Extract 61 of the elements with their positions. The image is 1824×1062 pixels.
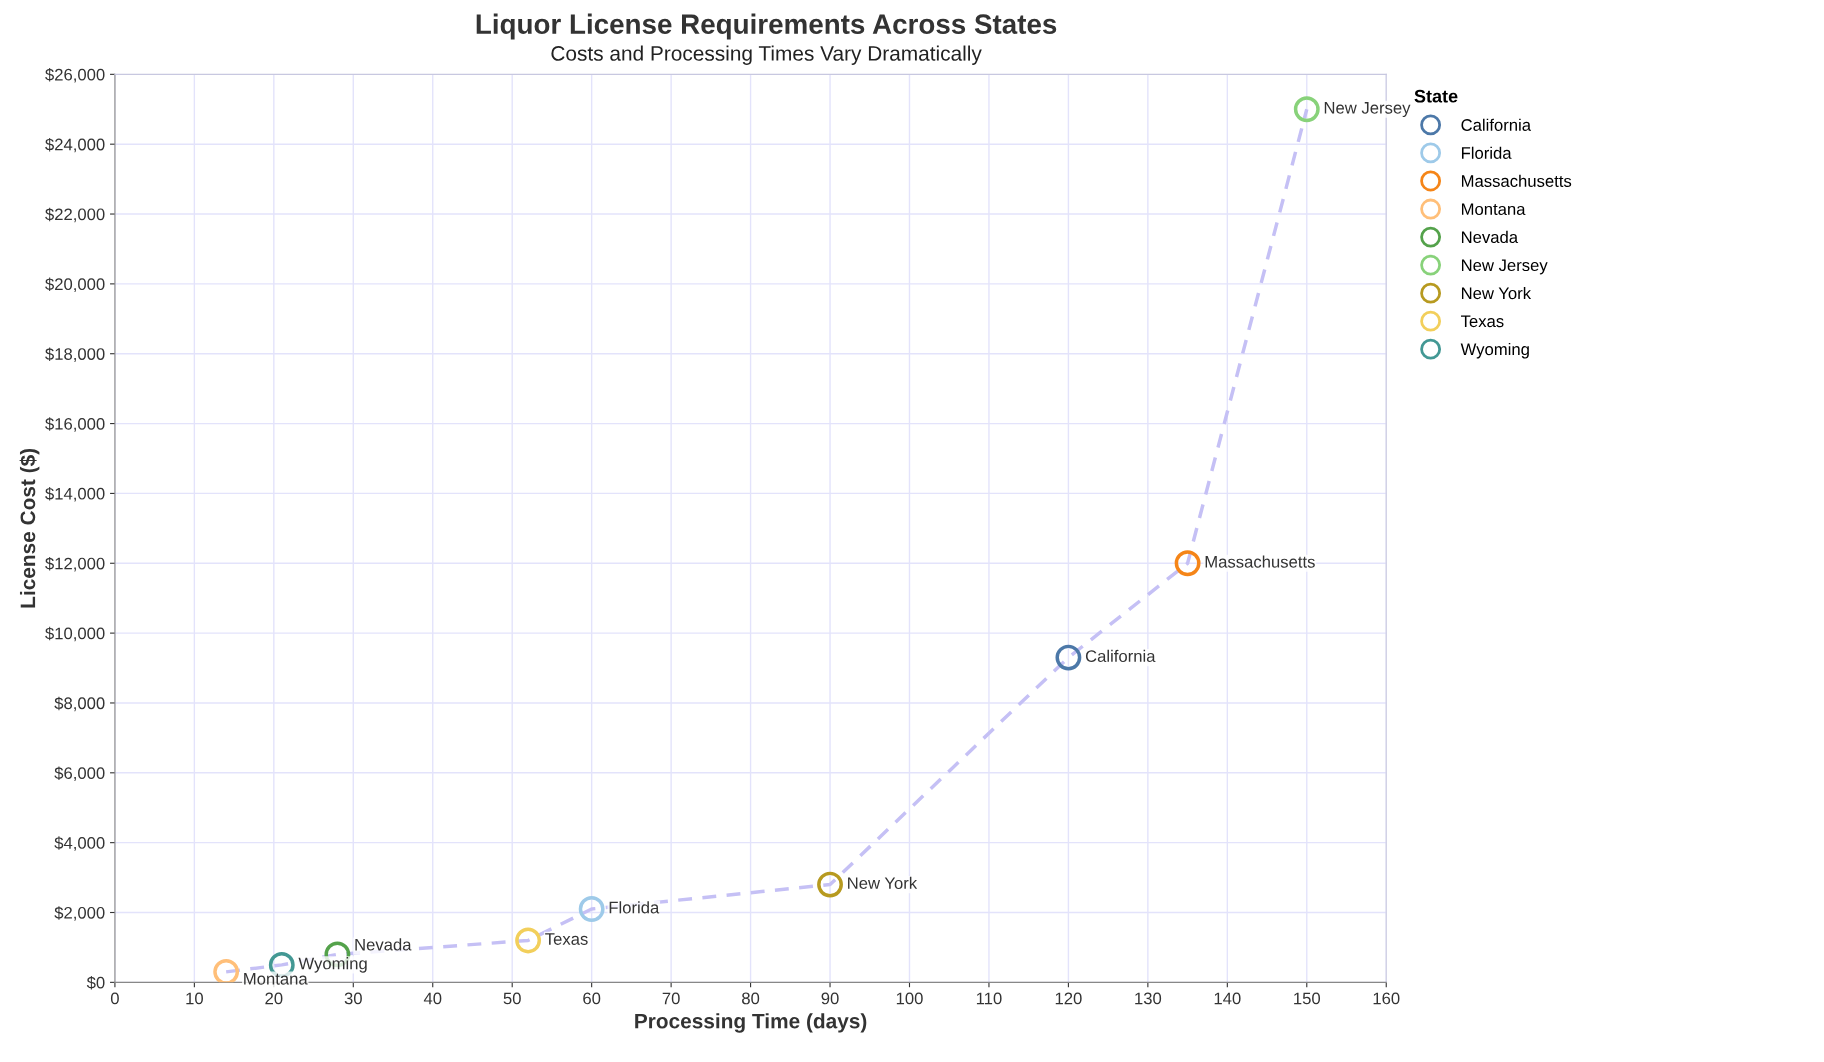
y-tick-label: $16,000 — [45, 417, 105, 432]
legend-label: California — [1461, 118, 1532, 131]
x-tick-label: 150 — [1294, 992, 1321, 1005]
y-tick-label: $26,000 — [45, 68, 105, 83]
text: New York — [848, 876, 918, 890]
legend-label: New York — [1461, 286, 1532, 300]
x-tick-label: 60 — [583, 992, 601, 1005]
y-tick-label: $12,000 — [45, 556, 105, 572]
text: New Jersey — [1324, 102, 1411, 118]
legend-label: Massachusetts — [1461, 174, 1572, 187]
point — [515, 927, 542, 954]
x-tick-label: 30 — [344, 992, 362, 1005]
y-tick-label: $10,000 — [45, 626, 105, 642]
text: Nevada — [355, 938, 412, 951]
text: Wyoming — [298, 957, 367, 973]
y-axis-title: License Cost ($) — [19, 448, 40, 608]
y-tick-label: $6,000 — [54, 766, 105, 781]
y-tick-label: $14,000 — [45, 487, 105, 502]
x-tick-label: 120 — [1055, 992, 1082, 1005]
x-tick-label: 140 — [1214, 992, 1241, 1005]
legend-label: Nevada — [1461, 230, 1519, 244]
x-tick-label: 50 — [503, 992, 521, 1005]
x-tick-label: 160 — [1373, 992, 1400, 1005]
chart-title: Liquor License Requirements Across States — [476, 13, 1057, 40]
x-tick-label: 130 — [1135, 992, 1162, 1005]
point — [578, 896, 605, 922]
y-tick-label: $18,000 — [45, 347, 105, 362]
x-tick-label: 70 — [662, 992, 680, 1005]
y-tick-label: $4,000 — [54, 836, 105, 851]
y-tick-label: $8,000 — [54, 696, 105, 712]
text: California — [1085, 649, 1156, 663]
x-tick-label: 80 — [742, 992, 760, 1005]
y-tick-label: $2,000 — [54, 906, 105, 921]
chart-subtitle: Costs and Processing Times Vary Dramatically — [551, 45, 982, 65]
legend-label: New Jersey — [1461, 259, 1548, 275]
x-tick-label: 40 — [423, 992, 442, 1005]
point — [1174, 550, 1201, 577]
text: Montana — [244, 973, 308, 985]
point — [213, 958, 240, 983]
legend-title: State — [1414, 89, 1458, 103]
point — [817, 871, 843, 898]
x-tick-label: 0 — [110, 992, 119, 1005]
text: Massachusetts — [1205, 555, 1315, 568]
y-tick-label: $22,000 — [45, 207, 105, 223]
x-tick-label: 110 — [976, 992, 1002, 1005]
text: Florida — [609, 901, 660, 914]
legend-label: Florida — [1461, 146, 1512, 159]
x-tick-label: 20 — [265, 992, 283, 1005]
y-tick-label: $24,000 — [45, 137, 105, 153]
legend-label: Montana — [1461, 203, 1526, 216]
point — [1055, 644, 1082, 671]
legend-label: Wyoming — [1460, 342, 1529, 359]
y-tick-label: $0 — [86, 976, 105, 990]
legend-label: Texas — [1460, 315, 1504, 328]
x-tick-label: 100 — [896, 992, 923, 1005]
y-tick-label: $20,000 — [45, 277, 105, 293]
x-tick-label: 10 — [186, 992, 203, 1005]
point — [1293, 96, 1320, 123]
text: Texas — [545, 933, 588, 945]
x-tick-label: 90 — [821, 992, 839, 1005]
x-axis-title: Processing Time (days) — [635, 1013, 867, 1033]
